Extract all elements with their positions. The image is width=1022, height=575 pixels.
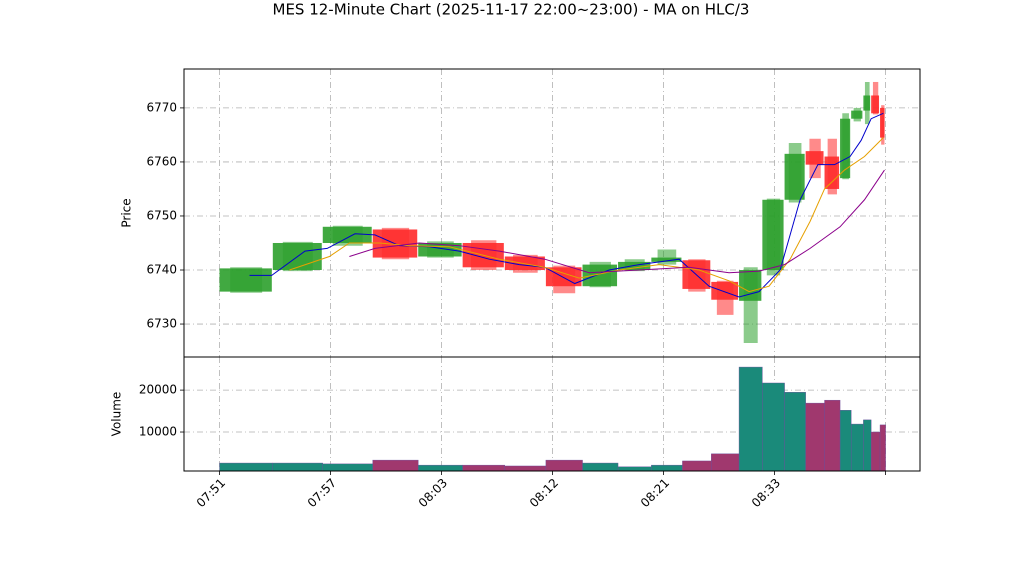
volume-bar [322, 463, 373, 472]
volume-bar [617, 466, 652, 472]
x-tick-label: 07:51 [194, 476, 228, 510]
candle-body [582, 264, 618, 287]
candle-body [851, 110, 863, 119]
candle-body [739, 270, 762, 301]
y-tick-label: 6750 [146, 208, 177, 222]
moving-average-line [289, 137, 884, 293]
y-tick-label: 20000 [139, 383, 177, 397]
volume-bar [582, 462, 619, 472]
volume-bar [711, 453, 740, 472]
volume-bar [545, 459, 583, 472]
y-axis-label: Volume [110, 392, 124, 437]
volume-bar [879, 424, 886, 472]
volume-bar [219, 462, 274, 472]
candle-body [871, 95, 880, 114]
y-tick-label: 6760 [146, 154, 177, 168]
volume-bar [762, 382, 785, 472]
x-tick-label: 07:57 [305, 476, 339, 510]
x-tick-label: 08:12 [527, 476, 561, 510]
moving-average-line [249, 112, 884, 298]
plot-frame [183, 356, 921, 472]
volume-bar [462, 464, 506, 472]
volume-bar [863, 419, 872, 472]
y-tick-label: 10000 [139, 425, 177, 439]
y-axis-label: Price [120, 198, 134, 227]
volume-bar [504, 465, 547, 472]
volume-bar [824, 399, 841, 472]
volume-bar [651, 464, 683, 472]
candle-body [711, 281, 739, 300]
x-tick-label: 08:03 [416, 476, 450, 510]
volume-bar [682, 460, 712, 472]
candle-body [762, 199, 784, 271]
candle-body [784, 153, 805, 200]
plot-frame [183, 68, 921, 358]
volume-bar [372, 459, 419, 472]
candle-body [880, 107, 885, 138]
volume-bar [738, 366, 763, 472]
candle-body [840, 118, 851, 179]
x-tick-label: 08:33 [749, 476, 783, 510]
volume-bar [850, 423, 864, 472]
candle-body [863, 95, 871, 111]
candle-body [545, 267, 582, 287]
volume-bar [272, 462, 323, 472]
candle-body [805, 151, 824, 165]
volume-bar [418, 464, 463, 472]
candle-body [651, 257, 682, 262]
volume-bar [870, 431, 881, 472]
y-tick-label: 6730 [146, 317, 177, 331]
chart-title: MES 12-Minute Chart (2025-11-17 22:00~23… [273, 1, 750, 19]
y-tick-label: 6740 [146, 263, 177, 277]
moving-average-line [349, 169, 885, 274]
volume-bar [839, 410, 852, 472]
y-tick-label: 6770 [146, 100, 177, 114]
volume-bar [784, 392, 806, 472]
candle-body [322, 226, 372, 243]
x-tick-label: 08:21 [638, 476, 672, 510]
volume-bar [805, 402, 825, 472]
candle-body [219, 268, 272, 292]
candle-body [824, 156, 840, 189]
